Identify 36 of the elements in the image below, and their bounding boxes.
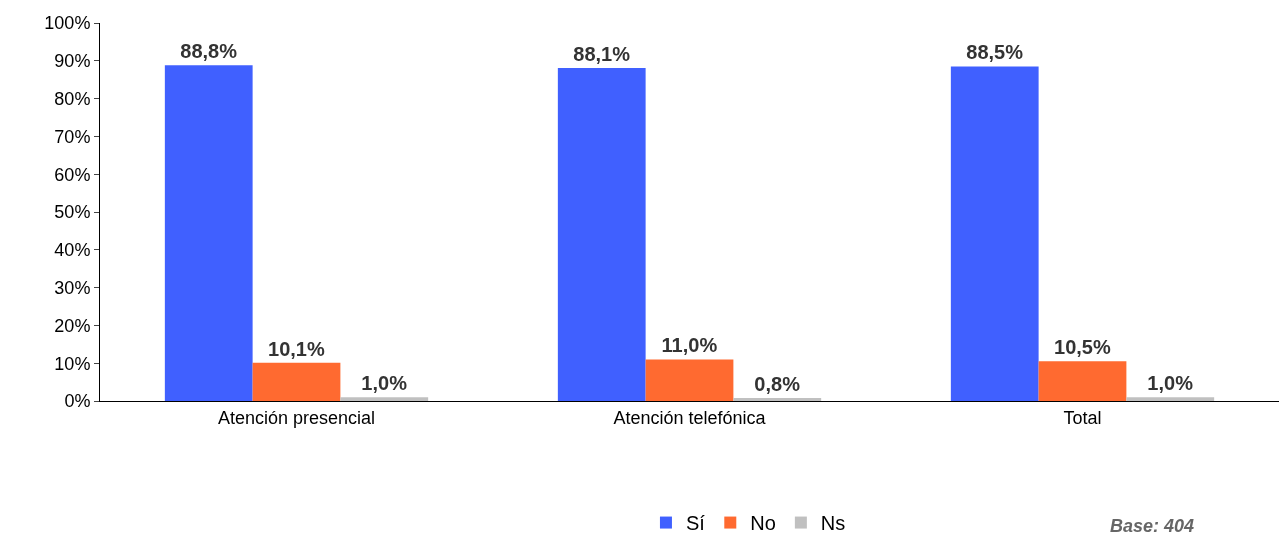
bar: [1038, 361, 1127, 401]
data-label: 0,8%: [754, 372, 801, 395]
data-label: 11,0%: [661, 334, 718, 357]
y-tick-label: 60%: [54, 164, 91, 185]
y-tick-label: 10%: [54, 353, 91, 374]
y-tick-label: 70%: [54, 126, 91, 147]
y-tick-label: 0%: [64, 391, 91, 412]
data-label: 10,5%: [1054, 336, 1111, 359]
x-tick-label: Atención presencial: [217, 407, 376, 428]
bar: [950, 66, 1039, 401]
bar: [733, 397, 822, 401]
bar: [252, 362, 341, 401]
bar: [164, 65, 253, 401]
legend-label: No: [750, 512, 776, 535]
x-tick-label: Total: [1063, 407, 1102, 428]
data-label: 88,8%: [180, 40, 238, 63]
bar: [340, 397, 429, 401]
x-tick-label: Atención telefónica: [613, 407, 767, 428]
text: Base: 404: [1110, 516, 1195, 536]
bar: [1126, 397, 1215, 401]
data-label: 1,0%: [1147, 372, 1194, 395]
bar: [557, 67, 646, 401]
y-tick-label: 100%: [44, 13, 91, 34]
legend-label: Ns: [820, 512, 846, 535]
y-tick-label: 80%: [54, 88, 91, 109]
y-tick-label: 90%: [54, 51, 91, 72]
data-label: 88,1%: [573, 42, 631, 65]
y-tick-label: 20%: [54, 315, 91, 336]
data-label: 88,5%: [966, 41, 1024, 64]
y-tick-label: 30%: [54, 277, 91, 298]
data-label: 1,0%: [361, 372, 408, 395]
legend-label: Sí: [685, 512, 706, 535]
y-tick-label: 40%: [54, 240, 91, 261]
data-label: 10,1%: [268, 337, 325, 360]
y-tick-label: 50%: [54, 202, 91, 223]
bar: [645, 359, 734, 401]
